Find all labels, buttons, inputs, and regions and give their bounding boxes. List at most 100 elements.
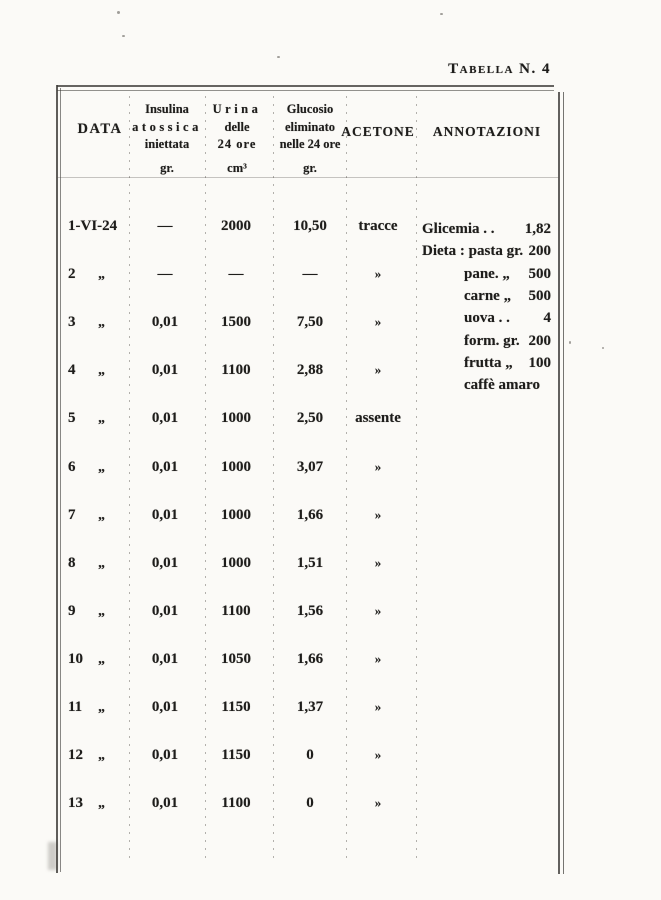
cell-glucose: 0 (306, 795, 314, 812)
cell-acetone: » (374, 602, 382, 618)
ditto-mark: „ (98, 700, 105, 715)
column-separator (129, 96, 130, 864)
annotation-value: 500 (528, 287, 552, 304)
cell-urine: 1050 (221, 650, 251, 667)
cell-urine: — (228, 266, 244, 283)
ditto-mark: „ (98, 459, 105, 475)
scan-speck (440, 13, 443, 15)
cell-acetone: » (374, 650, 382, 666)
annotation-value: 500 (528, 265, 552, 282)
cell-urine: 1100 (221, 602, 251, 619)
column-header-data: DATA (77, 121, 123, 137)
annotation-value: 1,82 (524, 221, 551, 237)
column-separator (346, 96, 347, 864)
scan-speck (277, 56, 280, 58)
table-row: 10 „ 0,01 1050 1,66 » (0, 649, 561, 669)
scan-smudge (48, 842, 57, 870)
annotation-text: pane. „ (464, 265, 510, 282)
cell-glucose: 1,66 (296, 506, 324, 523)
table-row: 9 „ 0,01 1100 1,56 » (0, 601, 561, 621)
header-separator-line (57, 177, 559, 178)
table-row: 3 „ 0,01 1500 7,50 » (0, 312, 561, 332)
table-right-border-outer (558, 92, 560, 874)
cell-date: 7 (68, 506, 76, 523)
column-separator (416, 96, 417, 864)
cell-glucose: 2,50 (296, 410, 324, 427)
cell-date: 8 (68, 554, 76, 571)
cell-acetone: » (374, 699, 382, 714)
annotation-text: caffè amaro (464, 377, 540, 394)
annotation-line: carne „ 500 (422, 286, 551, 306)
header-line: Urina (212, 102, 262, 116)
table-row: 13 „ 0,01 1100 0 » (0, 793, 561, 813)
annotation-line: Dieta : pasta gr. 200 (422, 241, 551, 261)
table-top-border-outer (57, 85, 554, 87)
cell-acetone: tracce (358, 218, 398, 234)
cell-acetone: assente (355, 410, 401, 427)
ditto-mark: „ (98, 651, 105, 667)
header-line: nelle 24 ore (279, 137, 341, 151)
ditto-mark: „ (98, 507, 105, 523)
cell-date: 9 (68, 602, 76, 619)
table-row: 2 „ — — — » (0, 264, 561, 284)
annotation-line: uova . . 4 (422, 308, 551, 328)
cell-insulin: 0,01 (151, 602, 179, 619)
cell-urine: 1150 (221, 699, 251, 715)
cell-insulin: 0,01 (151, 410, 179, 427)
scan-speck (602, 347, 604, 349)
column-header-annotazioni: ANNOTAZIONI (432, 124, 542, 139)
annotation-line: caffè amaro (422, 375, 551, 395)
header-line: delle (224, 119, 250, 134)
cell-urine: 1100 (221, 795, 251, 812)
cell-acetone: » (374, 266, 382, 282)
annotation-text: uova . . (464, 310, 510, 327)
ditto-mark: „ (98, 796, 105, 812)
cell-urine: 1000 (221, 410, 251, 427)
cell-urine: 2000 (221, 218, 251, 234)
column-header-acetone: ACETONE (341, 124, 415, 139)
table-top-border-inner (57, 89, 554, 91)
annotation-value: 100 (528, 354, 552, 371)
annotation-value: 200 (528, 332, 552, 349)
cell-glucose: 1,66 (296, 650, 324, 667)
scan-speck (569, 341, 571, 344)
scan-speck (117, 11, 120, 14)
cell-acetone: » (374, 458, 382, 474)
annotation-text: frutta „ (464, 354, 513, 371)
cell-glucose: 0 (306, 747, 314, 764)
cell-glucose: 10,50 (293, 218, 327, 234)
cell-glucose: 2,88 (296, 362, 324, 379)
table-row: 5 „ 0,01 1000 2,50 assente (0, 408, 561, 428)
ditto-mark: „ (98, 411, 105, 427)
annotation-line: form. gr. 200 (422, 331, 551, 351)
cell-insulin: 0,01 (151, 554, 179, 571)
unit-insulina: gr. (160, 161, 174, 175)
annotation-line: frutta „ 100 (422, 353, 551, 373)
cell-date: 6 (68, 458, 76, 475)
cell-acetone: » (374, 747, 382, 763)
annotation-value: 4 (543, 310, 552, 327)
scan-speck (122, 35, 125, 37)
cell-insulin: 0,01 (151, 506, 179, 523)
column-separator (273, 96, 274, 864)
cell-date: 5 (68, 410, 76, 427)
table-row: 8 „ 0,01 1000 1,51 » (0, 553, 561, 573)
cell-date: 4 (68, 362, 76, 379)
cell-date: 1-VI-24 (68, 218, 118, 234)
cell-urine: 1500 (221, 314, 251, 331)
cell-acetone: » (374, 506, 382, 522)
annotation-text: Dieta : pasta gr. (422, 243, 524, 260)
header-line: atossica (132, 119, 202, 134)
cell-urine: 1000 (221, 458, 251, 475)
cell-urine: 1100 (221, 362, 251, 379)
cell-acetone: » (374, 314, 382, 330)
annotation-line: pane. „ 500 (422, 264, 551, 284)
cell-glucose: 1,56 (296, 602, 324, 619)
column-header-insulina: Insulina atossica iniettata (128, 101, 206, 154)
cell-insulin: 0,01 (151, 795, 179, 812)
cell-insulin: 0,01 (151, 747, 179, 764)
cell-urine: 1150 (221, 747, 251, 764)
ditto-mark: „ (98, 315, 105, 331)
ditto-mark: „ (98, 748, 105, 764)
cell-urine: 1000 (221, 554, 251, 571)
